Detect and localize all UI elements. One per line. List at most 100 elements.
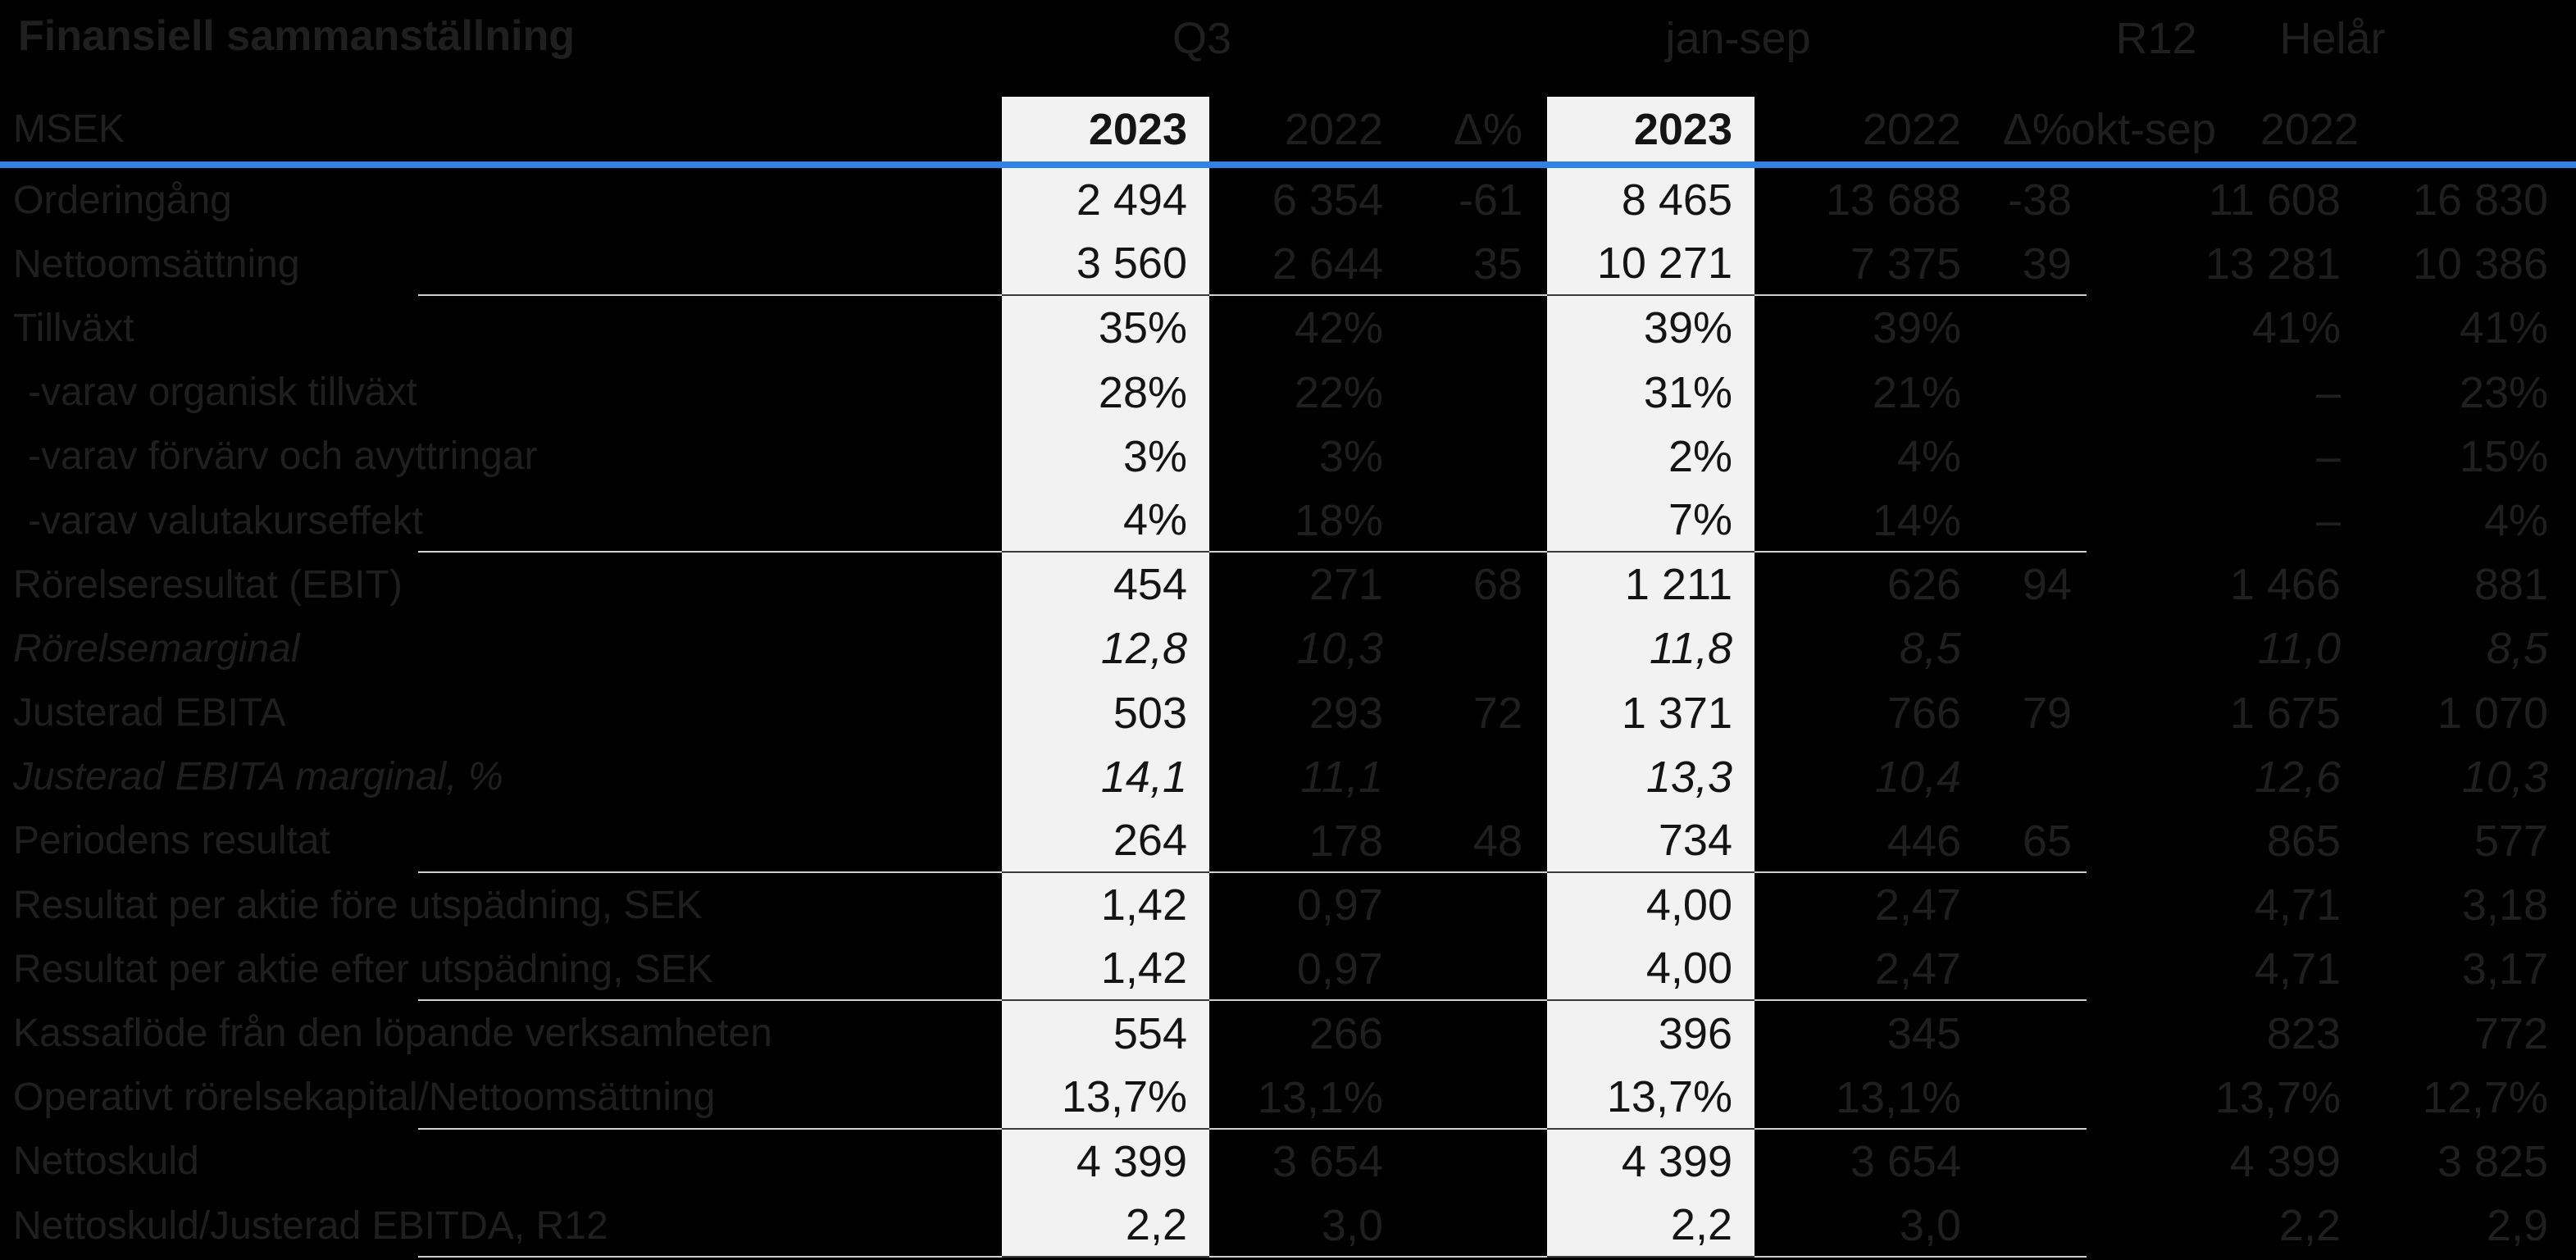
table-row: Justerad EBITA 503 293 72 1 371 766 79 1… (0, 680, 2576, 745)
right-margin (2548, 1066, 2576, 1130)
column-header-oktsep: okt-sep (2070, 104, 2216, 154)
cell-q3-2022: 0,97 (1296, 944, 1383, 994)
right-margin (2548, 296, 2576, 360)
cell-fy: 15% (2459, 431, 2548, 481)
right-margin (2548, 873, 2576, 937)
cell-q3-2023: 4% (1002, 488, 1209, 553)
cell-ytd-delta (1961, 361, 2072, 425)
cell-q3-delta: 48 (1472, 816, 1522, 866)
table-row: Nettoskuld/Justerad EBITDA, R12 2,2 3,0 … (0, 1194, 2576, 1258)
cell-r12: 41% (2251, 303, 2341, 353)
cell-r12: – (2315, 367, 2341, 417)
table-row: Rörelseresultat (EBIT) 454 271 68 1 211 … (0, 553, 2576, 617)
gap (1522, 425, 1547, 489)
cell-fy: 41% (2459, 303, 2548, 353)
gap (1522, 296, 1547, 360)
row-label: -varav organisk tillväxt (28, 371, 417, 415)
cell-ytd-2022: 766 (1886, 688, 1961, 738)
cell-ytd-delta (1961, 873, 2072, 937)
group-header-q3: Q3 (1172, 14, 1232, 63)
gap (1522, 232, 1547, 296)
cell-q3-delta (1383, 425, 1522, 489)
cell-fy: 1 070 (2437, 688, 2548, 738)
cell-q3-2022: 13,1% (1257, 1072, 1383, 1122)
group-header-jansep: jan-sep (1665, 14, 1811, 63)
table-row: Rörelsemarginal 12,8 10,3 11,8 8,5 11,0 … (0, 616, 2576, 681)
right-margin (2548, 1194, 2576, 1258)
cell-ytd-delta (1961, 1194, 2072, 1258)
cell-ytd-2023: 31% (1547, 360, 1755, 425)
column-header-q3-delta: Δ% (1453, 104, 1522, 154)
cell-ytd-2022: 3,0 (1899, 1201, 1961, 1251)
cell-fy: 8,5 (2486, 624, 2548, 674)
cell-q3-delta (1383, 873, 1522, 937)
table-row: -varav organisk tillväxt 28% 22% 31% 21%… (0, 360, 2576, 425)
cell-q3-2022: 22% (1294, 367, 1383, 417)
cell-q3-2023: 1,42 (1002, 873, 1209, 938)
cell-ytd-2023: 13,3 (1547, 744, 1755, 809)
cell-ytd-2023: 4,00 (1547, 937, 1755, 1002)
cell-q3-2023: 1,42 (1002, 937, 1209, 1002)
gap (1522, 745, 1547, 809)
cell-q3-2023: 454 (1002, 553, 1209, 617)
cell-ytd-2023: 1 211 (1547, 553, 1755, 617)
row-label: Justerad EBITA marginal, % (13, 755, 503, 799)
cell-ytd-2022: 626 (1886, 560, 1961, 610)
cell-ytd-delta (1961, 1130, 2072, 1194)
cell-q3-2022: 293 (1308, 688, 1383, 738)
cell-r12: – (2315, 496, 2341, 546)
cell-q3-2022: 266 (1308, 1008, 1383, 1058)
cell-ytd-delta (1961, 425, 2072, 489)
cell-fy: 3,18 (2461, 880, 2548, 930)
cell-r12: 11 608 (2208, 175, 2341, 225)
cell-q3-2023: 28% (1002, 360, 1209, 425)
cell-q3-2022: 3 654 (1272, 1136, 1383, 1186)
table-row: Resultat per aktie efter utspädning, SEK… (0, 937, 2576, 1002)
table-row: -varav valutakurseffekt 4% 18% 7% 14% – … (0, 488, 2576, 553)
cell-q3-delta (1383, 1066, 1522, 1130)
cell-fy: 12,7% (2422, 1072, 2548, 1122)
table-row: Resultat per aktie före utspädning, SEK … (0, 873, 2576, 938)
cell-ytd-2022: 446 (1886, 816, 1961, 866)
cell-q3-2022: 42% (1294, 303, 1383, 353)
table-row: Nettoskuld 4 399 3 654 4 399 3 654 4 399… (0, 1129, 2576, 1194)
cell-q3-2022: 271 (1308, 560, 1383, 610)
cell-ytd-delta: -38 (2007, 175, 2072, 225)
cell-ytd-2022: 14% (1872, 496, 1961, 546)
cell-r12: 823 (2266, 1008, 2341, 1058)
cell-fy: 3,17 (2461, 944, 2548, 994)
cell-r12: 13,7% (2214, 1072, 2341, 1122)
row-label: Kassaflöde från den löpande verksamheten (13, 1012, 772, 1056)
cell-r12: 865 (2266, 816, 2341, 866)
table-row: Orderingång 2 494 6 354 -61 8 465 13 688… (0, 168, 2576, 233)
gap (1522, 681, 1547, 745)
cell-q3-2022: 3,0 (1321, 1201, 1383, 1251)
cell-ytd-2023: 10 271 (1547, 232, 1755, 297)
cell-q3-delta (1383, 937, 1522, 1001)
cell-q3-2022: 2 644 (1272, 239, 1383, 289)
right-margin (2548, 361, 2576, 425)
table-body: Orderingång 2 494 6 354 -61 8 465 13 688… (0, 168, 2576, 1258)
row-label: Justerad EBITA (13, 691, 286, 735)
row-label: Tillväxt (13, 306, 134, 350)
row-label: Nettoskuld (13, 1139, 199, 1184)
column-header-ytd-delta: Δ% (2002, 104, 2072, 154)
right-margin (2548, 745, 2576, 809)
gap (1522, 168, 1547, 232)
cell-ytd-delta (1961, 937, 2072, 1001)
right-margin (2548, 425, 2576, 489)
cell-ytd-2023: 2% (1547, 424, 1755, 489)
cell-q3-delta (1383, 361, 1522, 425)
row-label: Orderingång (13, 178, 232, 222)
row-label: Nettoomsättning (13, 242, 300, 286)
row-label: -varav valutakurseffekt (28, 498, 423, 543)
cell-r12: 11,0 (2257, 624, 2341, 674)
right-margin (2548, 553, 2576, 616)
cell-q3-delta: 68 (1472, 560, 1522, 610)
cell-q3-2022: 0,97 (1296, 880, 1383, 930)
cell-q3-2022: 10,3 (1296, 624, 1383, 674)
gap (1522, 489, 1547, 553)
right-margin (2548, 168, 2576, 232)
gap (1522, 1194, 1547, 1258)
